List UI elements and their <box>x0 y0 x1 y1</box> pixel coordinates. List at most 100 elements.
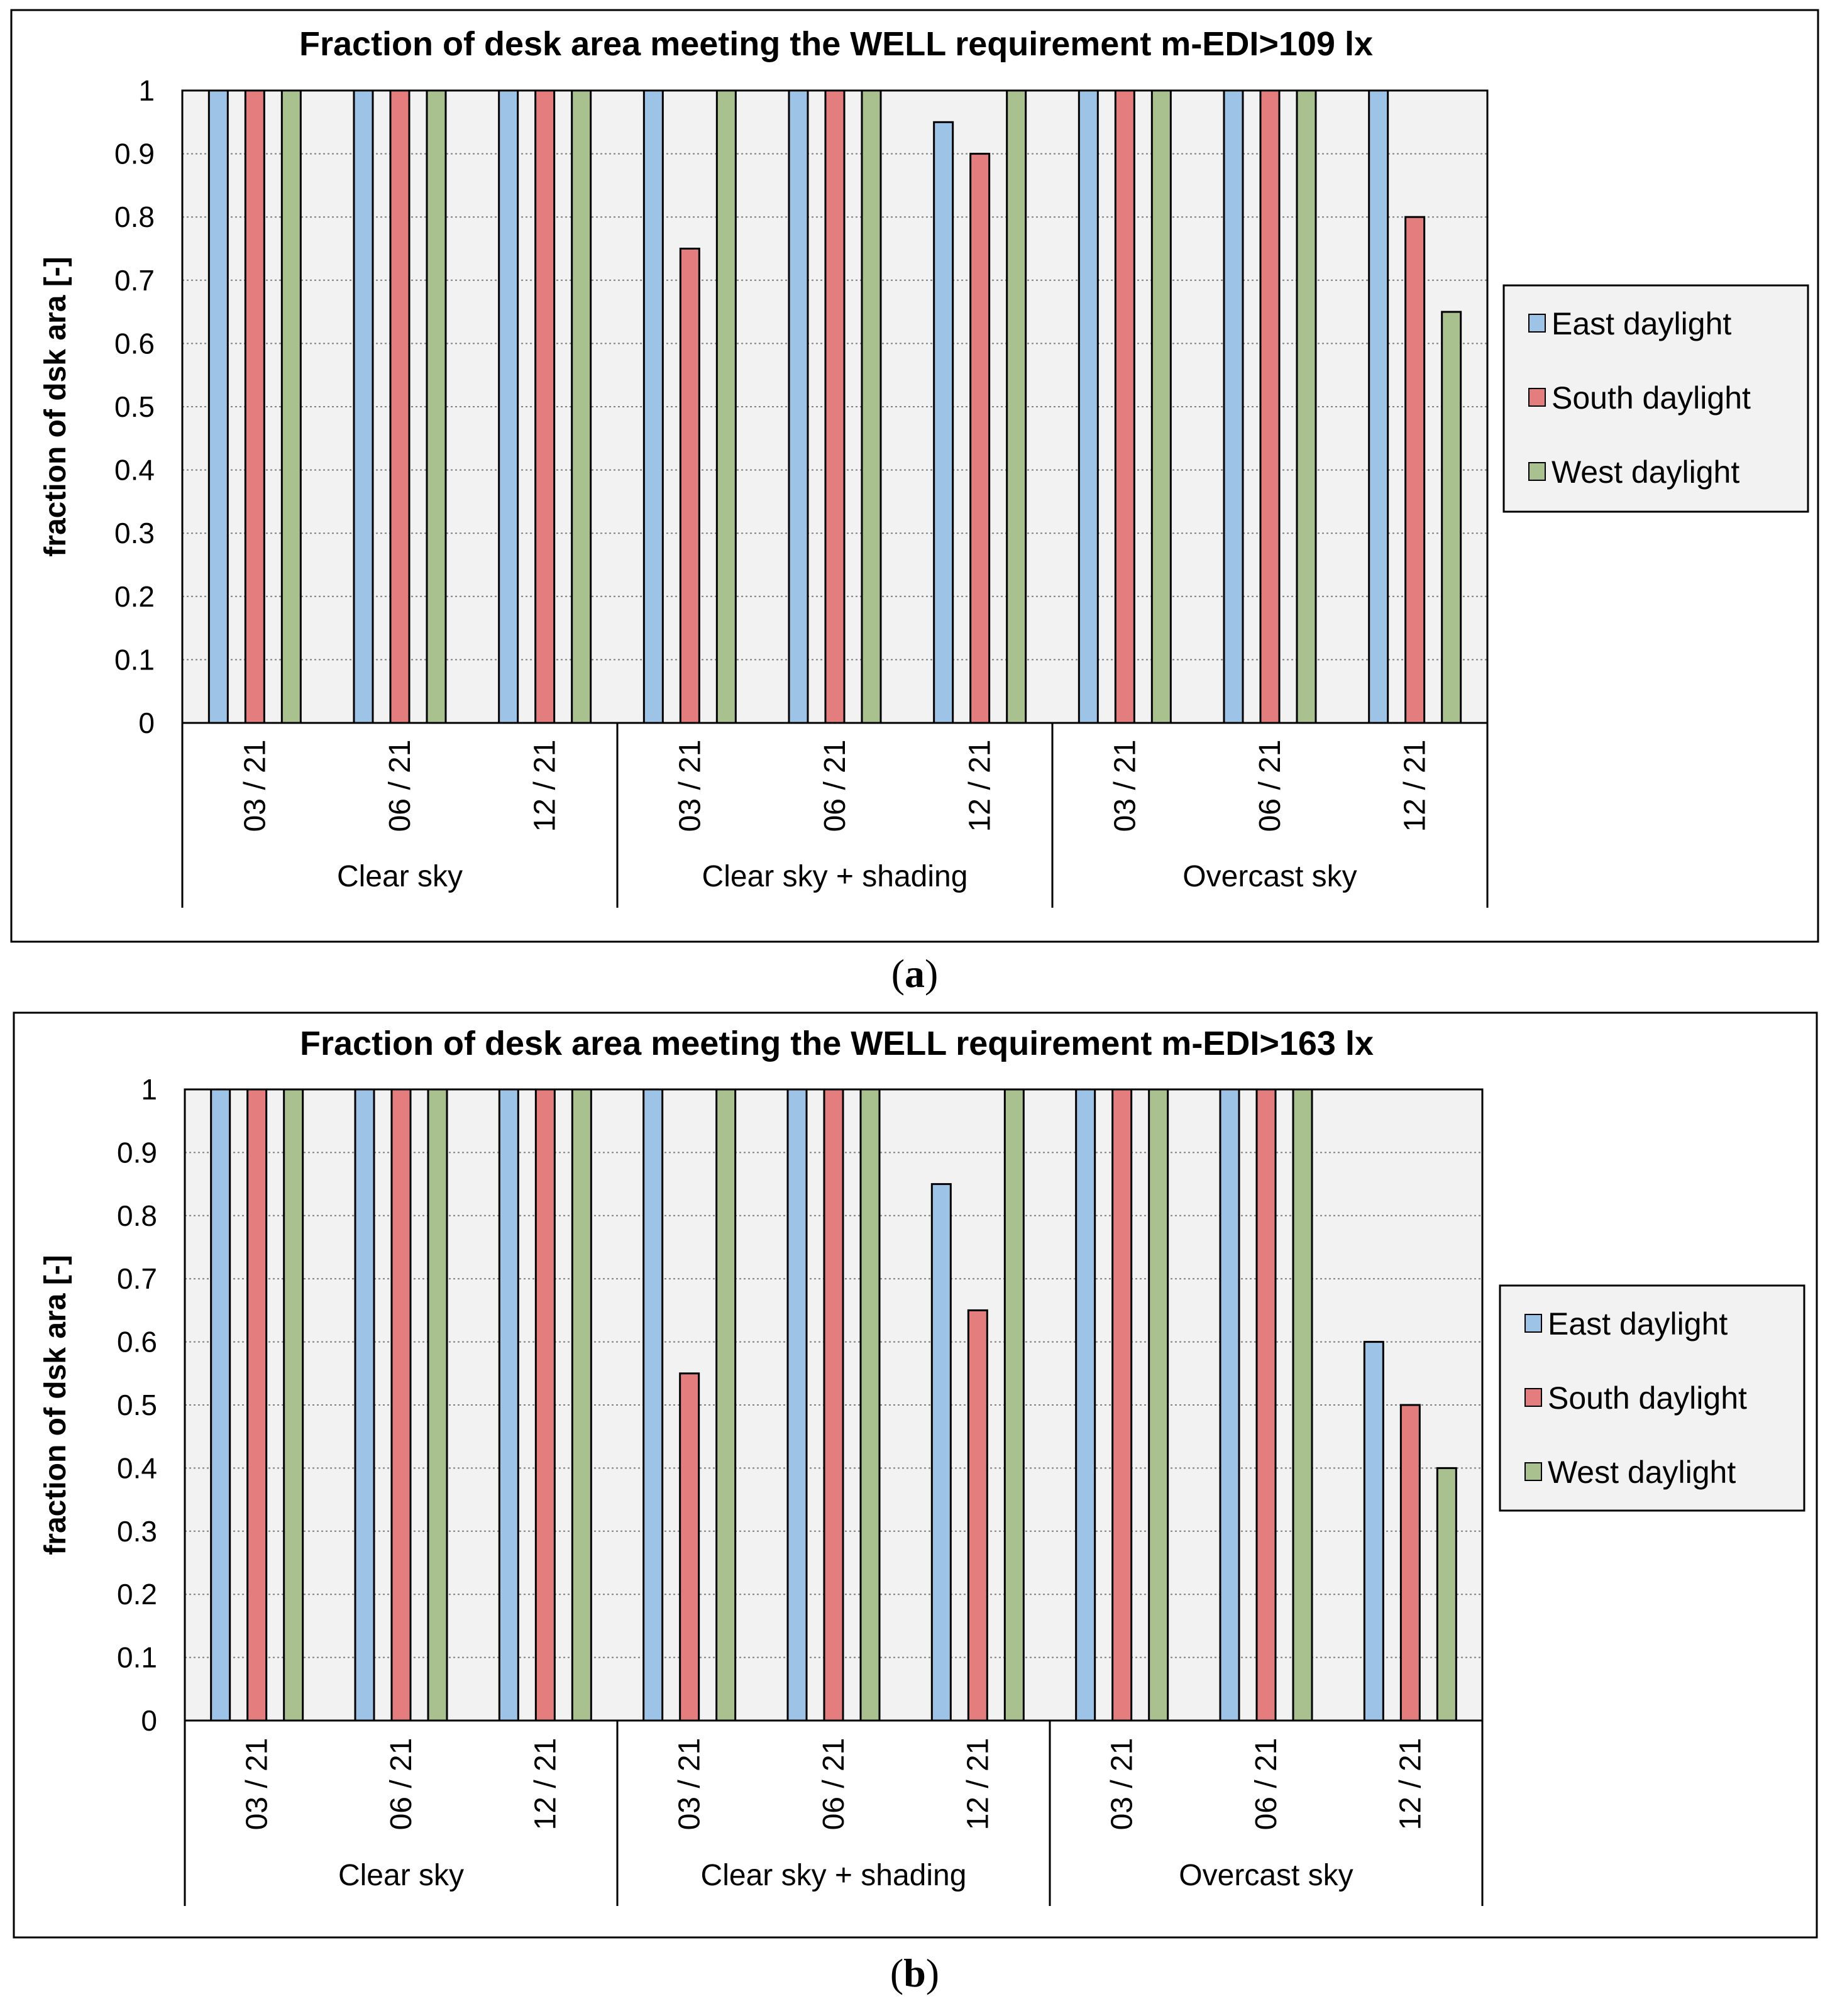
bar-west-daylight <box>1148 1088 1169 1722</box>
y-tick-label: 0.9 <box>114 138 155 170</box>
bar-west-daylight <box>1292 1088 1313 1722</box>
group-label: Overcast sky <box>1182 860 1357 893</box>
bar-east-daylight <box>933 121 954 724</box>
category-label: 03 / 21 <box>241 1738 274 1831</box>
bar-east-daylight <box>498 1088 519 1722</box>
plot-border <box>181 89 1489 724</box>
chart-title: Fraction of desk area meeting the WELL r… <box>300 1025 1374 1062</box>
bar-west-daylight <box>571 89 592 724</box>
category-label: 06 / 21 <box>817 1738 851 1831</box>
y-tick-label: 0.5 <box>114 390 155 423</box>
y-tick-label: 0.3 <box>114 517 155 549</box>
bar-west-daylight <box>1436 1467 1457 1722</box>
legend-box <box>1502 284 1809 513</box>
caption-close-paren: ) <box>925 951 938 996</box>
legend: East daylight South daylight West daylight <box>1502 284 1809 513</box>
bar-west-daylight <box>715 1088 737 1722</box>
legend-label: South daylight <box>1548 1380 1747 1416</box>
bar-west-daylight <box>280 89 302 724</box>
category-label: 12 / 21 <box>1399 740 1432 832</box>
bar-west-daylight <box>1003 1088 1025 1722</box>
y-tick-label: 0.6 <box>114 327 155 360</box>
bar-south-daylight <box>679 248 700 724</box>
category-label: 03 / 21 <box>1106 1738 1139 1831</box>
bar-west-daylight <box>715 89 737 724</box>
chart-title: Fraction of desk area meeting the WELL r… <box>299 25 1373 63</box>
y-tick-label: 0.2 <box>117 1578 157 1611</box>
bar-south-daylight <box>246 1088 268 1722</box>
y-tick-label: 0 <box>141 1704 157 1737</box>
y-tick-label: 0.4 <box>114 454 155 487</box>
legend-swatch <box>1528 314 1546 333</box>
bar-south-daylight <box>1255 1088 1277 1722</box>
bar-west-daylight <box>283 1088 304 1722</box>
bar-east-daylight <box>642 1088 664 1722</box>
bar-south-daylight <box>389 89 411 724</box>
y-tick-label: 0.8 <box>114 201 155 233</box>
bar-west-daylight <box>859 1088 881 1722</box>
bar-west-daylight <box>1150 89 1172 724</box>
legend-box <box>1499 1284 1805 1512</box>
bar-south-daylight <box>679 1372 700 1722</box>
bar-west-daylight <box>1296 89 1317 724</box>
bar-east-daylight <box>1078 89 1099 724</box>
caption-letter: a <box>905 951 925 996</box>
legend-label: East daylight <box>1548 1306 1728 1341</box>
bar-south-daylight <box>967 1309 988 1722</box>
legend-label: West daylight <box>1552 454 1739 490</box>
caption-open-paren: ( <box>891 951 905 996</box>
bar-south-daylight <box>1111 1088 1133 1722</box>
group-label: Clear sky <box>338 1859 464 1892</box>
bar-west-daylight <box>1441 311 1462 724</box>
category-label: 06 / 21 <box>385 1738 418 1831</box>
bar-south-daylight <box>1259 89 1281 724</box>
category-label: 12 / 21 <box>964 740 997 832</box>
bar-east-daylight <box>642 89 664 724</box>
bar-south-daylight <box>1114 89 1135 724</box>
bar-east-daylight <box>1363 1341 1384 1722</box>
y-axis-label: fraction of dsk ara [-] <box>39 256 72 556</box>
y-tick-label: 0.9 <box>117 1136 157 1169</box>
y-axis-label: fraction of dsk ara [-] <box>39 1255 72 1555</box>
y-tick-label: 1 <box>138 74 155 107</box>
y-tick-label: 0.2 <box>114 580 155 613</box>
bar-east-daylight <box>207 89 229 724</box>
bar-south-daylight <box>824 89 846 724</box>
caption-close-paren: ) <box>926 1951 939 1995</box>
bar-east-daylight <box>1368 89 1389 724</box>
category-label: 06 / 21 <box>819 740 852 832</box>
category-label: 03 / 21 <box>673 1738 707 1831</box>
legend-swatch <box>1528 388 1546 407</box>
bar-east-daylight <box>210 1088 231 1722</box>
y-tick-label: 1 <box>141 1073 157 1106</box>
bar-east-daylight <box>930 1183 952 1722</box>
legend-label: East daylight <box>1552 306 1731 341</box>
legend-label: South daylight <box>1552 380 1751 416</box>
category-label: 03 / 21 <box>238 740 272 832</box>
legend-swatch <box>1524 1388 1542 1407</box>
legend-swatch <box>1524 1462 1542 1481</box>
y-tick-label: 0.8 <box>117 1199 157 1232</box>
y-tick-label: 0.1 <box>117 1641 157 1674</box>
y-tick-label: 0 <box>138 707 155 739</box>
group-label: Clear sky + shading <box>701 1859 967 1892</box>
category-label: 03 / 21 <box>673 740 707 832</box>
y-tick-label: 0.4 <box>117 1451 157 1484</box>
bar-west-daylight <box>427 1088 448 1722</box>
bar-east-daylight <box>354 1088 375 1722</box>
category-label: 12 / 21 <box>961 1738 995 1831</box>
bar-south-daylight <box>969 153 991 724</box>
bar-east-daylight <box>788 89 809 724</box>
bar-west-daylight <box>571 1088 592 1722</box>
bar-east-daylight <box>1075 1088 1096 1722</box>
plot-border <box>184 1088 1484 1722</box>
category-label: 12 / 21 <box>529 740 562 832</box>
y-tick-label: 0.7 <box>117 1262 157 1295</box>
category-label: 12 / 21 <box>1394 1738 1427 1831</box>
caption-open-paren: ( <box>890 1951 903 1995</box>
category-label: 06 / 21 <box>1250 1738 1283 1831</box>
bar-south-daylight <box>534 1088 556 1722</box>
bar-south-daylight <box>1404 216 1426 724</box>
bar-south-daylight <box>244 89 265 724</box>
